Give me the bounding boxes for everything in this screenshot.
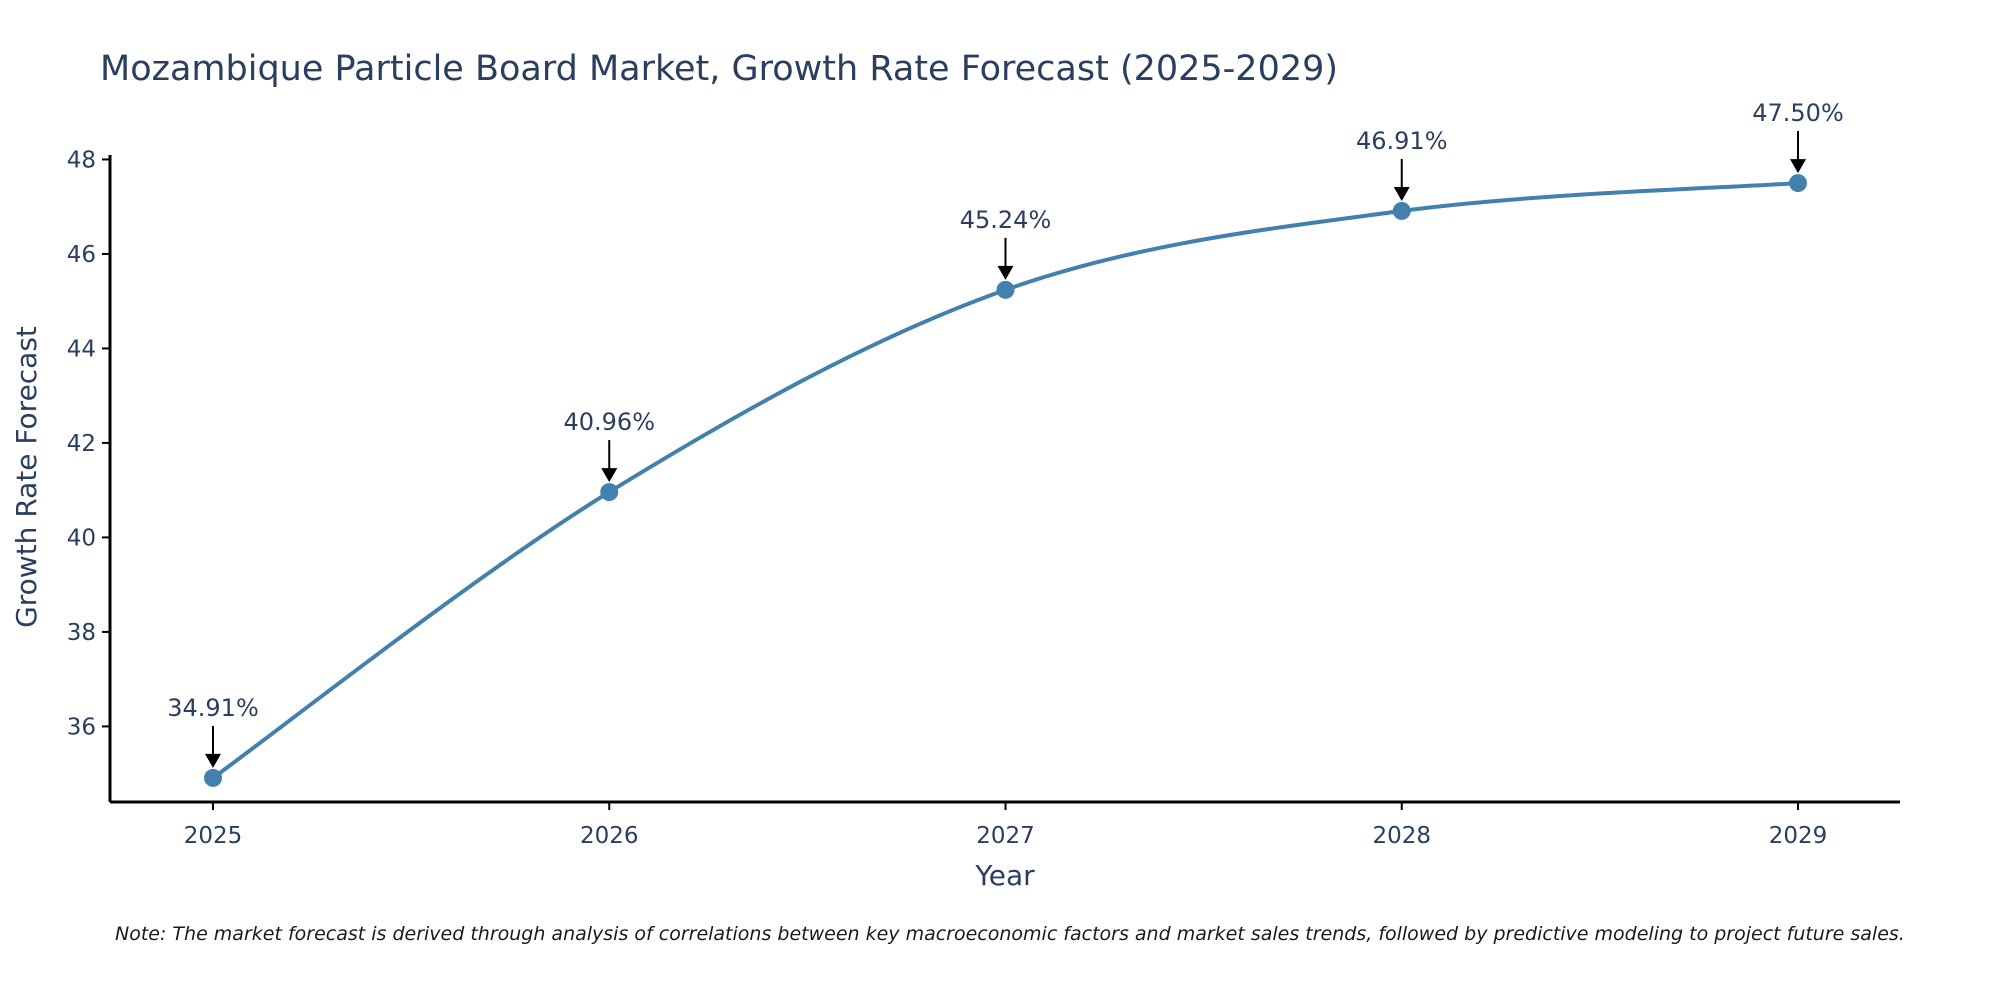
data-label: 46.91% bbox=[1356, 127, 1448, 155]
y-tick-label: 42 bbox=[67, 431, 96, 457]
x-tick-label: 2026 bbox=[580, 823, 639, 849]
data-point bbox=[600, 483, 619, 502]
annotation-arrow-head bbox=[1393, 186, 1410, 201]
x-tick-label: 2025 bbox=[184, 823, 243, 849]
data-label: 45.24% bbox=[960, 206, 1052, 234]
y-axis-title: Growth Rate Forecast bbox=[10, 326, 43, 628]
y-tick-label: 46 bbox=[67, 242, 96, 268]
data-point bbox=[1789, 174, 1807, 193]
y-tick-label: 44 bbox=[67, 336, 96, 362]
annotation-arrow-head bbox=[205, 753, 221, 768]
chart-title: Mozambique Particle Board Market, Growth… bbox=[100, 49, 1338, 89]
data-point bbox=[1392, 201, 1411, 220]
footnote: Note: The market forecast is derived thr… bbox=[115, 923, 1905, 945]
data-label: 40.96% bbox=[563, 408, 655, 436]
y-tick-label: 40 bbox=[67, 525, 96, 551]
x-tick-label: 2028 bbox=[1372, 823, 1431, 849]
data-markers bbox=[204, 174, 1807, 787]
x-tick-label: 2027 bbox=[976, 823, 1035, 849]
data-label: 34.91% bbox=[167, 694, 259, 722]
y-tick-label: 36 bbox=[67, 714, 96, 740]
y-tick-label: 38 bbox=[67, 620, 96, 646]
annotation-arrow-head bbox=[601, 468, 618, 483]
annotation-arrow-head bbox=[1790, 159, 1806, 174]
data-point bbox=[996, 280, 1015, 299]
data-label: 47.50% bbox=[1752, 99, 1844, 127]
data-annotations: 34.91% 40.96% 45.24% 46.91% 47.50% bbox=[167, 99, 1844, 768]
x-axis-title: Year bbox=[974, 859, 1035, 892]
series-line bbox=[211, 181, 1799, 780]
y-tick-label: 48 bbox=[67, 147, 96, 173]
annotation-arrow-head bbox=[997, 265, 1014, 280]
y-axis-ticks: 36 38 40 42 44 46 48 bbox=[67, 147, 110, 740]
x-tick-label: 2029 bbox=[1769, 823, 1828, 849]
data-point bbox=[204, 768, 222, 787]
x-axis-ticks: 2025 2026 2027 2028 2029 bbox=[184, 802, 1828, 849]
